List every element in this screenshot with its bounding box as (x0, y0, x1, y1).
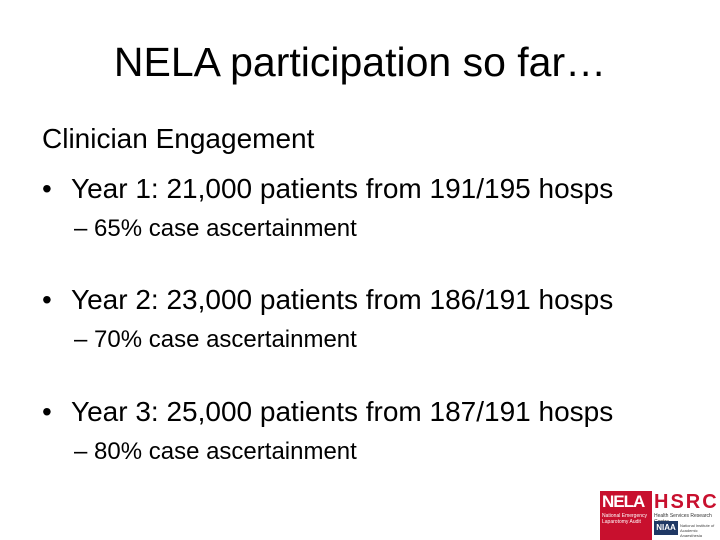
sub-bullet-year-2: – 70% case ascertainment (74, 326, 357, 353)
nela-logo: NELA National Emergency Laparotomy Audit (600, 491, 652, 540)
bullet-text: Year 2: 23,000 patients from 186/191 hos… (71, 284, 614, 315)
niaa-logo-subtitle: National Institute of Academic Anaesthes… (680, 523, 715, 538)
nela-logo-subtitle: National Emergency Laparotomy Audit (602, 513, 648, 525)
bullet-text: Year 3: 25,000 patients from 187/191 hos… (71, 396, 614, 427)
nela-logo-name: NELA (602, 492, 645, 511)
bullet-year-2: • Year 2: 23,000 patients from 186/191 ho… (42, 283, 613, 317)
bullet-dot: • (42, 173, 52, 204)
bullet-dot: • (42, 396, 52, 427)
slide-title: NELA participation so far… (113, 39, 607, 85)
niaa-logo: NIAA (654, 521, 678, 535)
hsrc-logo-name: HSRC (654, 491, 719, 513)
bullet-text: Year 1: 21,000 patients from 191/195 hos… (71, 173, 614, 204)
bullet-year-1: • Year 1: 21,000 patients from 191/195 ho… (42, 172, 613, 206)
sub-bullet-year-3: – 80% case ascertainment (74, 438, 357, 465)
section-heading: Clinician Engagement (42, 123, 315, 154)
sub-bullet-year-1: – 65% case ascertainment (74, 215, 357, 242)
bullet-year-3: • Year 3: 25,000 patients from 187/191 ho… (42, 395, 613, 429)
footer-logos: NELA National Emergency Laparotomy Audit… (600, 491, 720, 540)
hsrc-logo: HSRC Health Services Research Centre NIA… (654, 491, 720, 540)
bullet-dot: • (42, 284, 52, 315)
